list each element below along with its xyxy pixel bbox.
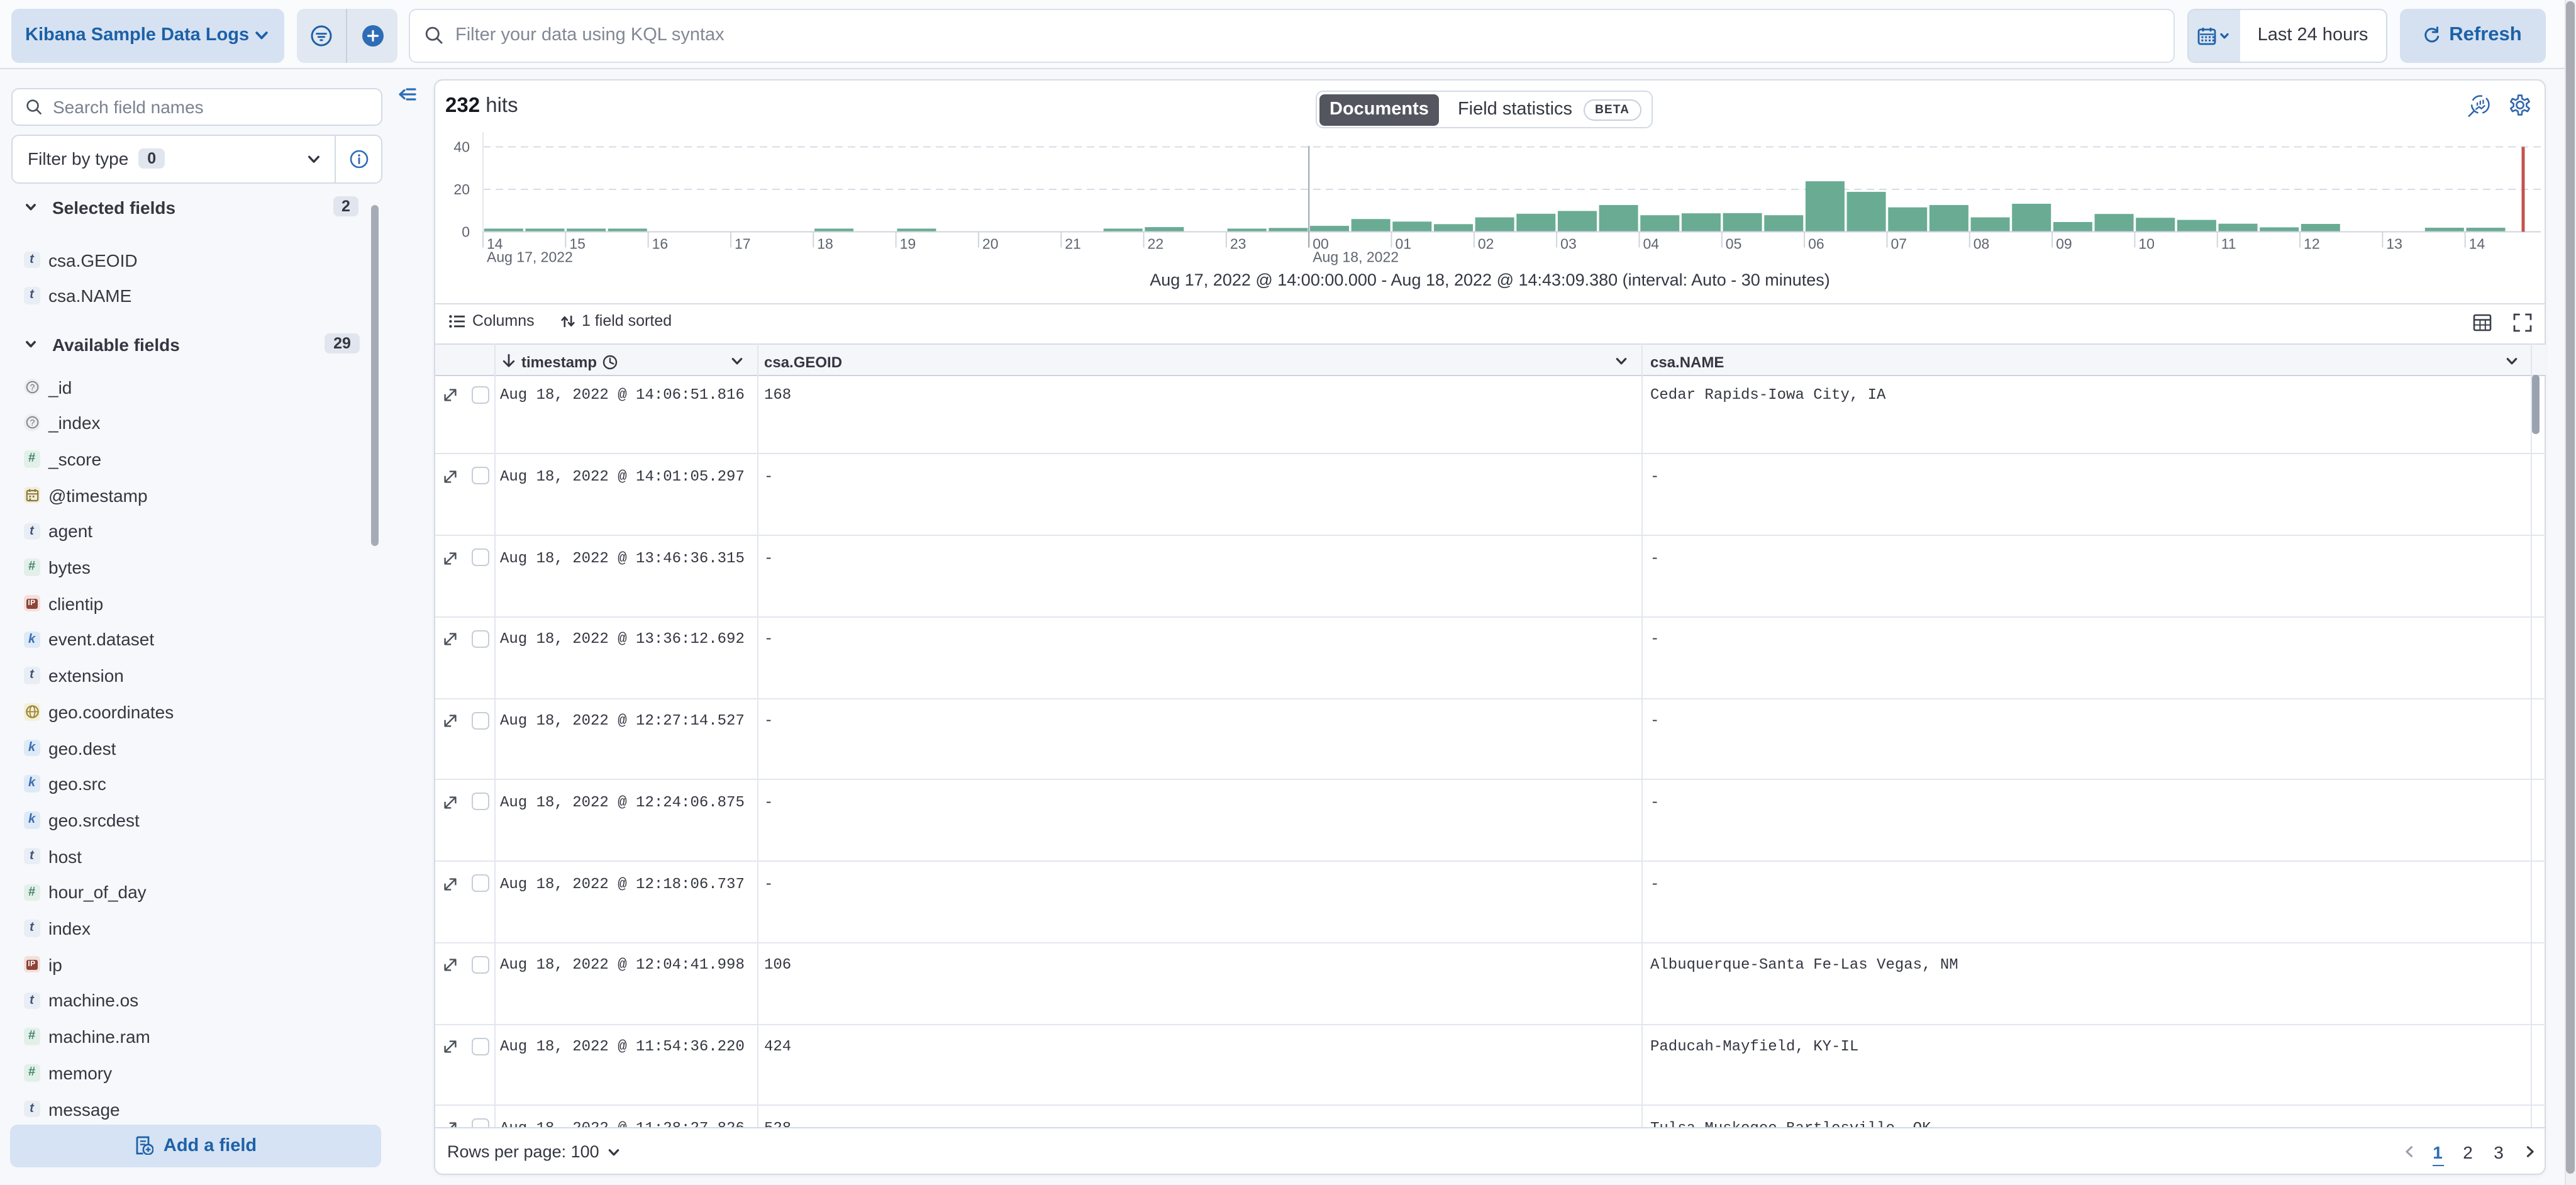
svg-text:40: 40 (453, 139, 470, 155)
svg-text:21: 21 (1065, 236, 1081, 252)
svg-text:04: 04 (1643, 236, 1659, 252)
svg-text:20: 20 (982, 236, 999, 252)
svg-text:06: 06 (1808, 236, 1824, 252)
svg-text:05: 05 (1726, 236, 1742, 252)
svg-text:08: 08 (1974, 236, 1990, 252)
svg-text:14: 14 (487, 236, 503, 252)
svg-text:19: 19 (900, 236, 916, 252)
svg-text:02: 02 (1478, 236, 1494, 252)
svg-text:14: 14 (2469, 236, 2485, 252)
svg-text:18: 18 (817, 236, 833, 252)
svg-text:03: 03 (1560, 236, 1577, 252)
svg-text:?: ? (30, 418, 35, 428)
svg-text:12: 12 (2304, 236, 2320, 252)
svg-text:09: 09 (2056, 236, 2072, 252)
svg-text:13: 13 (2386, 236, 2402, 252)
svg-text:15: 15 (569, 236, 586, 252)
svg-text:Aug 18, 2022: Aug 18, 2022 (1313, 249, 1399, 265)
svg-text:11: 11 (2221, 236, 2236, 252)
svg-text:0: 0 (462, 224, 470, 240)
svg-text:?: ? (30, 382, 35, 392)
svg-text:10: 10 (2138, 236, 2155, 252)
svg-text:23: 23 (1230, 236, 1246, 252)
svg-text:00: 00 (1313, 236, 1329, 252)
svg-text:07: 07 (1890, 236, 1907, 252)
svg-text:17: 17 (735, 236, 751, 252)
svg-text:16: 16 (652, 236, 669, 252)
svg-text:01: 01 (1396, 236, 1412, 252)
svg-text:Aug 17, 2022: Aug 17, 2022 (487, 249, 573, 265)
svg-text:20: 20 (453, 181, 470, 198)
svg-text:22: 22 (1148, 236, 1164, 252)
